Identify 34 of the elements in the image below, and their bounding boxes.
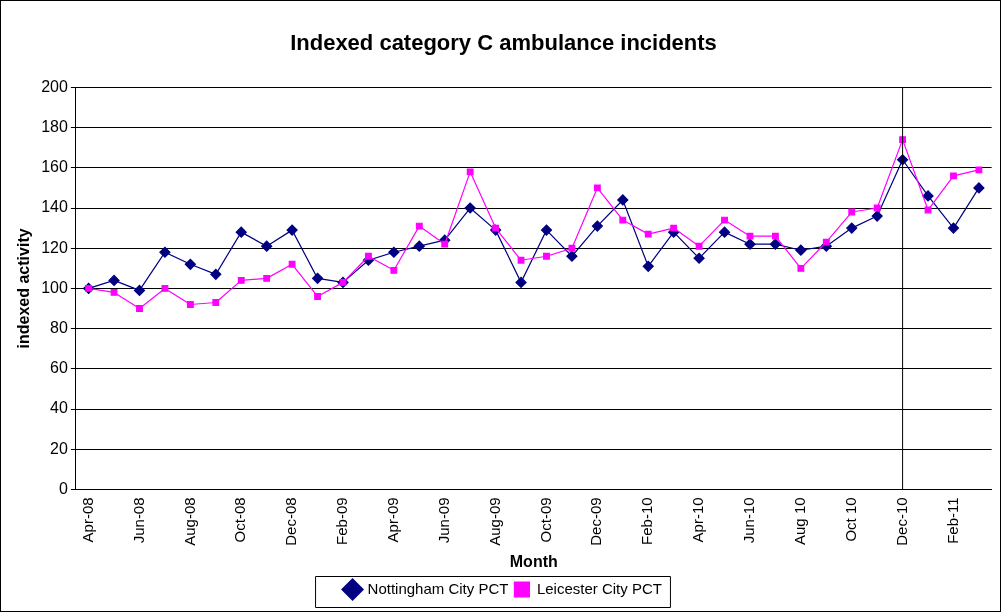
x-tick-label: Feb-11 (943, 497, 961, 544)
x-axis-title: Month (509, 552, 558, 570)
legend-label: Nottingham City PCT (367, 579, 509, 597)
y-tick-label: 0 (58, 479, 68, 497)
x-tick-label: Oct 10 (841, 497, 859, 542)
x-tick-label: Dec-10 (892, 497, 910, 546)
y-tick-label: 40 (50, 399, 68, 417)
x-tick-label: Oct-09 (536, 497, 554, 543)
y-tick-label: 200 (41, 77, 68, 95)
y-tick-label: 80 (50, 319, 68, 337)
x-tick-label: Feb-09 (333, 497, 351, 545)
x-tick-label: Jun-08 (129, 497, 147, 544)
y-axis-title: indexed activity (15, 228, 33, 349)
x-tick-label: Jun-09 (434, 497, 452, 544)
x-tick-label: Apr-10 (689, 497, 707, 543)
x-tick-label: Jun-10 (740, 497, 758, 544)
y-tick-label: 180 (41, 118, 68, 136)
y-tick-label: 140 (41, 198, 68, 216)
x-tick-label: Feb-10 (638, 497, 656, 545)
x-tick-label: Oct-08 (231, 497, 249, 543)
x-tick-label: Aug-08 (180, 497, 198, 546)
x-tick-label: Dec-08 (282, 497, 300, 546)
x-tick-label: Apr-08 (78, 497, 96, 543)
x-tick-label: Apr-09 (384, 497, 401, 543)
y-tick-label: 60 (50, 359, 68, 377)
y-tick-label: 20 (50, 439, 68, 457)
legend-label: Leicester City PCT (536, 579, 662, 597)
y-tick-label: 100 (41, 278, 68, 296)
x-tick-label: Dec-09 (587, 497, 605, 546)
y-tick-label: 160 (41, 158, 68, 176)
y-tick-label: 120 (41, 238, 68, 256)
x-tick-label: Aug-09 (485, 497, 503, 546)
x-tick-label: Aug 10 (790, 497, 808, 545)
chart-title: Indexed category C ambulance incidents (290, 30, 717, 56)
